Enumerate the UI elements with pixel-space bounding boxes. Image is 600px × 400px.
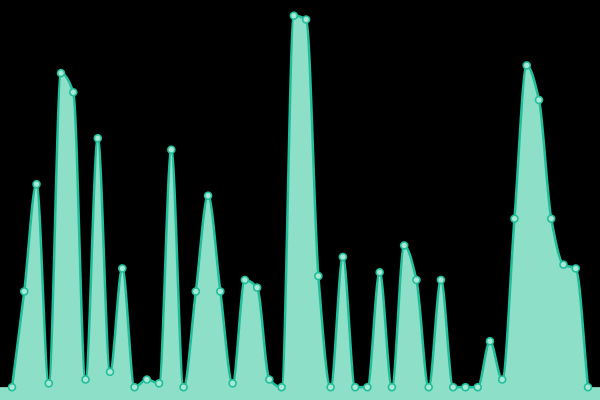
data-point-marker: [191, 287, 201, 296]
data-point-marker: [363, 382, 372, 392]
data-point-marker: [583, 382, 593, 392]
data-point-marker: [571, 264, 581, 273]
data-point-marker: [497, 375, 507, 384]
data-point-marker: [289, 11, 299, 20]
data-point-marker: [81, 375, 90, 384]
data-point-marker: [546, 214, 556, 223]
data-point-marker: [412, 275, 421, 285]
data-point-marker: [118, 264, 127, 273]
data-point-marker: [154, 379, 164, 388]
data-point-marker: [338, 252, 348, 262]
data-point-marker: [314, 271, 323, 281]
data-point-marker: [399, 241, 409, 250]
data-point-marker: [485, 336, 495, 346]
data-point-marker: [265, 375, 274, 384]
data-point-marker: [375, 267, 384, 277]
data-point-marker: [179, 382, 188, 392]
data-point-marker: [68, 87, 78, 97]
data-point-marker: [448, 382, 458, 392]
data-point-marker: [142, 375, 152, 384]
data-point-marker: [387, 382, 397, 392]
data-point-marker: [277, 382, 286, 392]
data-point-marker: [350, 382, 360, 392]
data-point-marker: [19, 287, 29, 296]
data-point-marker: [216, 287, 225, 296]
data-point-markers: [7, 11, 593, 392]
data-point-marker: [130, 382, 139, 392]
data-point-marker: [510, 214, 519, 223]
data-point-marker: [473, 382, 483, 392]
data-point-marker: [559, 260, 568, 269]
data-point-marker: [167, 145, 176, 155]
data-point-marker: [301, 15, 311, 24]
data-point-marker: [228, 379, 237, 388]
data-point-marker: [424, 382, 433, 392]
data-point-marker: [56, 68, 66, 78]
data-point-marker: [326, 382, 335, 392]
data-point-marker: [436, 275, 446, 285]
data-point-marker: [93, 133, 103, 143]
data-point-marker: [461, 382, 470, 392]
data-point-marker: [105, 367, 115, 377]
data-point-marker: [44, 379, 54, 388]
chart-area-fill-group: [0, 15, 600, 400]
area-fill-path: [0, 15, 600, 400]
data-point-marker: [534, 95, 544, 105]
data-point-marker: [203, 191, 213, 200]
data-point-marker: [252, 283, 262, 292]
data-point-marker: [7, 382, 17, 392]
data-point-marker: [32, 179, 41, 189]
data-point-marker: [240, 275, 250, 285]
data-point-marker: [522, 61, 532, 70]
